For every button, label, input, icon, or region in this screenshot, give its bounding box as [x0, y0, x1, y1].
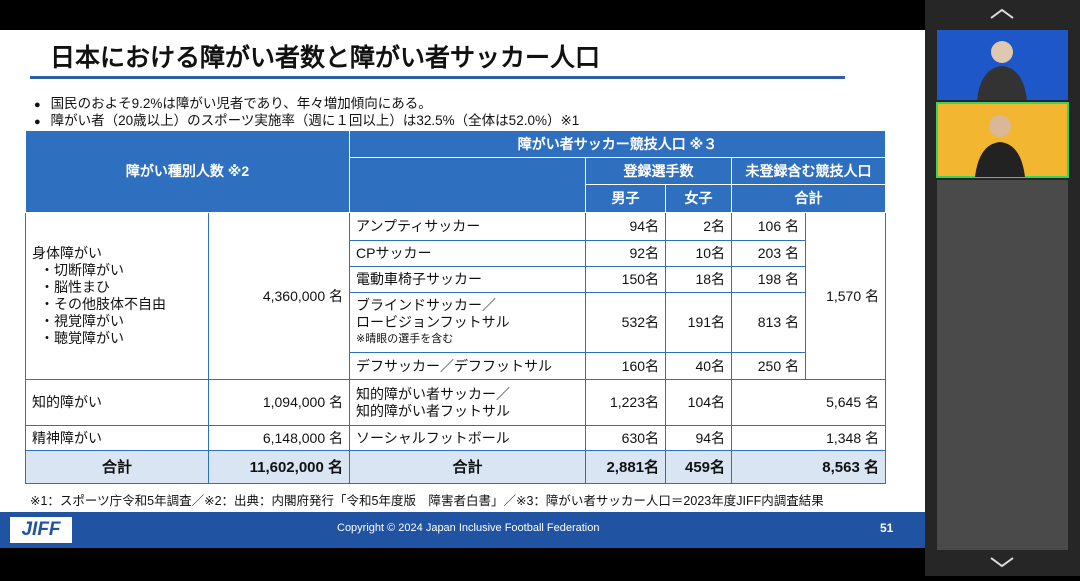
data-table: 障がい種別人数 ※2 障がい者サッカー競技人口 ※３ 登録選手数 未登録含む競技…	[24, 130, 887, 484]
cell: 104名	[665, 379, 733, 426]
cell: 2名	[665, 212, 733, 241]
cell: 198 名	[731, 266, 807, 293]
header-cell: 女子	[665, 184, 733, 213]
cell: 5,645 名	[731, 379, 887, 426]
text-line: アンプティサッカー	[356, 218, 481, 234]
cell: ソーシャルフットボール	[349, 425, 587, 451]
footnote: ※1：スポーツ庁令和5年調査／※2：出典：内閣府発行「令和5年度版 障害者白書」…	[30, 494, 824, 508]
page-number: 51	[880, 521, 894, 535]
cell: 18名	[665, 266, 733, 293]
cell: 532名	[585, 292, 667, 353]
text-line: 知的障がい者フットサル	[356, 402, 511, 419]
total-row: 合計 11,602,000 名合計 2,881名 459名 8,563 名	[25, 450, 887, 484]
text-line: 電動車椅子サッカー	[356, 271, 483, 287]
cell: 150名	[585, 266, 667, 293]
text-line: ・脳性まひ	[40, 279, 110, 295]
text-line: デフサッカー／デフフットサル	[356, 357, 553, 374]
cell: 94名	[585, 212, 667, 241]
cell: 92名	[585, 240, 667, 267]
header-cell: 未登録含む競技人口	[731, 157, 887, 185]
cell: 8,563 名	[731, 450, 887, 484]
cell: CPサッカー	[349, 240, 587, 267]
cell: 1,094,000 名	[207, 379, 351, 426]
slide: 日本における障がい者数と障がい者サッカー人口 国民のおよそ9.2%は障がい児者で…	[0, 30, 925, 548]
cell: 40名	[665, 352, 733, 380]
cell: 160名	[585, 352, 667, 380]
cell: 知的障がい	[25, 379, 209, 426]
cell: 6,148,000 名	[207, 425, 351, 451]
slide-title: 日本における障がい者数と障がい者サッカー人口	[50, 44, 601, 72]
cell: 191名	[665, 292, 733, 353]
text-line: ブラインドサッカー／	[356, 297, 497, 313]
note: ※晴眼の選手を含む	[356, 333, 454, 345]
scroll-up[interactable]	[990, 8, 1014, 19]
header-cell: 障がい者サッカー競技人口 ※３	[349, 130, 887, 158]
cell: 1,570 名	[805, 212, 887, 380]
cell: 459名	[665, 450, 733, 484]
text-line: ・聴覚障がい	[40, 330, 124, 346]
cell: 2,881名	[585, 450, 667, 484]
cell: 知的障がい者サッカー／ 知的障がい者フットサル	[349, 379, 587, 426]
cell: 精神障がい	[25, 425, 209, 451]
avatar	[975, 142, 1025, 177]
text-line: ・視覚障がい	[40, 313, 124, 329]
header-cell: 障がい種別人数 ※2	[24, 130, 351, 213]
table-row: 精神障がい 6,148,000 名ソーシャルフットボール 630名 94名 1,348 …	[25, 425, 887, 451]
header-cell	[349, 157, 587, 213]
footer-bar	[0, 512, 925, 548]
header-cell: 登録選手数	[585, 157, 733, 185]
text-line: CPサッカー	[356, 245, 432, 261]
table-body: 身体障がい ・切断障がい ・脳性まひ ・その他肢体不自由 ・視覚障がい ・聴覚障がい 4,3…	[25, 212, 887, 484]
cell: 11,602,000 名	[207, 450, 351, 484]
panel-graphics	[936, 8, 1069, 568]
empty-area	[937, 180, 1068, 550]
cell: ブラインドサッカー／ ロービジョンフットサル ※晴眼の選手を含む	[349, 292, 587, 353]
cell: 10名	[665, 240, 733, 267]
bullet: 障がい者（20歳以上）のスポーツ実施率（週に１回以上）は32.5%（全体は52.…	[34, 109, 580, 129]
table-row: 知的障がい 1,094,000 名知的障がい者サッカー／ 知的障がい者フットサル 1,…	[25, 379, 887, 426]
text-line: 身体障がい	[32, 245, 102, 261]
cell: 106 名	[731, 212, 807, 241]
copyright: Copyright © 2024 Japan Inclusive Footbal…	[337, 522, 600, 534]
logo: JIFF	[10, 517, 72, 543]
cell: 合計	[349, 450, 587, 484]
cell: アンプティサッカー	[349, 212, 587, 241]
table-row: 電動車椅子サッカー 150名 18名 198 名	[26, 266, 886, 293]
table-row: デフサッカー／デフフットサル 160名 40名 250 名	[26, 352, 886, 380]
cell: 電動車椅子サッカー	[349, 266, 587, 293]
text-line: ロービジョンフットサル	[356, 314, 510, 330]
text-line: ソーシャルフットボール	[356, 429, 510, 446]
bullet: 国民のおよそ9.2%は障がい児者であり、年々増加傾向にある。	[34, 92, 432, 112]
participants-panel	[925, 0, 1080, 576]
text-line: ・切断障がい	[40, 262, 124, 278]
cell: 合計	[25, 450, 209, 484]
cell: 4,360,000 名	[207, 212, 351, 380]
avatar	[977, 66, 1027, 100]
cell: デフサッカー／デフフットサル	[349, 352, 587, 380]
cell: 250 名	[731, 352, 807, 380]
cell: 94名	[665, 425, 733, 451]
cell: 630名	[585, 425, 667, 451]
avatar	[991, 41, 1013, 63]
avatar	[989, 115, 1011, 137]
cell: 身体障がい ・切断障がい ・脳性まひ ・その他肢体不自由 ・視覚障がい ・聴覚障がい	[25, 212, 209, 380]
header-cell: 合計	[731, 184, 887, 213]
title-underline	[30, 76, 845, 79]
scroll-down[interactable]	[990, 557, 1014, 568]
text-line: 知的障がい者サッカー／	[356, 385, 511, 402]
cell: 203 名	[731, 240, 807, 267]
cell: 1,348 名	[731, 425, 887, 451]
cell: 813 名	[731, 292, 807, 353]
cell: 1,223名	[585, 379, 667, 426]
table-row: 身体障がい ・切断障がい ・脳性まひ ・その他肢体不自由 ・視覚障がい ・聴覚障がい 4,3…	[25, 212, 887, 380]
table-row: CPサッカー 92名 10名 203 名	[26, 240, 886, 267]
header-cell: 男子	[585, 184, 667, 213]
text-line: ・その他肢体不自由	[40, 296, 166, 312]
